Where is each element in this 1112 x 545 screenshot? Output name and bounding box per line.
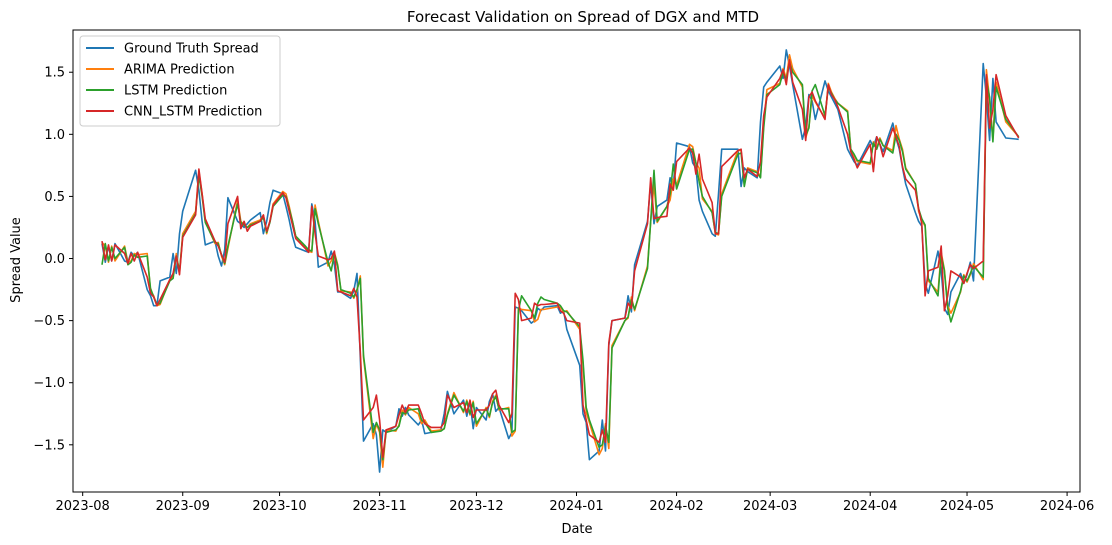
y-axis-label: Spread Value bbox=[9, 217, 24, 303]
series-line-3 bbox=[101, 58, 1020, 459]
x-tick-label: 2024-01 bbox=[549, 499, 603, 514]
y-tick-label: 1.5 bbox=[44, 66, 65, 81]
y-tick-label: −1.0 bbox=[33, 376, 65, 391]
x-tick-label: 2023-12 bbox=[449, 499, 503, 514]
x-tick-label: 2024-04 bbox=[843, 499, 897, 514]
x-axis-label: Date bbox=[561, 522, 592, 537]
y-tick-label: 0.0 bbox=[44, 252, 65, 267]
legend-label: ARIMA Prediction bbox=[124, 63, 235, 78]
x-tick-label: 2023-09 bbox=[156, 499, 210, 514]
legend-label: Ground Truth Spread bbox=[124, 42, 259, 57]
ticks-group: 2023-08 2023-09 2023-10 2023-11 2023-12 2024-… bbox=[33, 66, 1094, 514]
x-tick-label: 2024-02 bbox=[649, 499, 703, 514]
legend-label: LSTM Prediction bbox=[124, 84, 227, 99]
plot-frame bbox=[72, 29, 1081, 493]
series-group bbox=[101, 49, 1020, 473]
x-tick-label: 2023-11 bbox=[352, 499, 406, 514]
legend-label: CNN_LSTM Prediction bbox=[124, 105, 262, 120]
x-tick-label: 2023-10 bbox=[252, 499, 306, 514]
x-tick-label: 2023-08 bbox=[56, 499, 110, 514]
y-tick-label: 1.0 bbox=[44, 128, 65, 143]
y-tick-label: −0.5 bbox=[33, 314, 65, 329]
x-tick-label: 2024-06 bbox=[1040, 499, 1094, 514]
x-tick-label: 2024-05 bbox=[940, 499, 994, 514]
legend: Ground Truth Spread ARIMA Prediction LSTM … bbox=[79, 35, 281, 127]
y-tick-label: 0.5 bbox=[44, 190, 65, 205]
legend-box bbox=[79, 35, 281, 127]
chart-title: Forecast Validation on Spread of DGX and… bbox=[407, 8, 759, 26]
y-tick-label: −1.5 bbox=[33, 438, 65, 453]
x-tick-label: 2024-03 bbox=[743, 499, 797, 514]
